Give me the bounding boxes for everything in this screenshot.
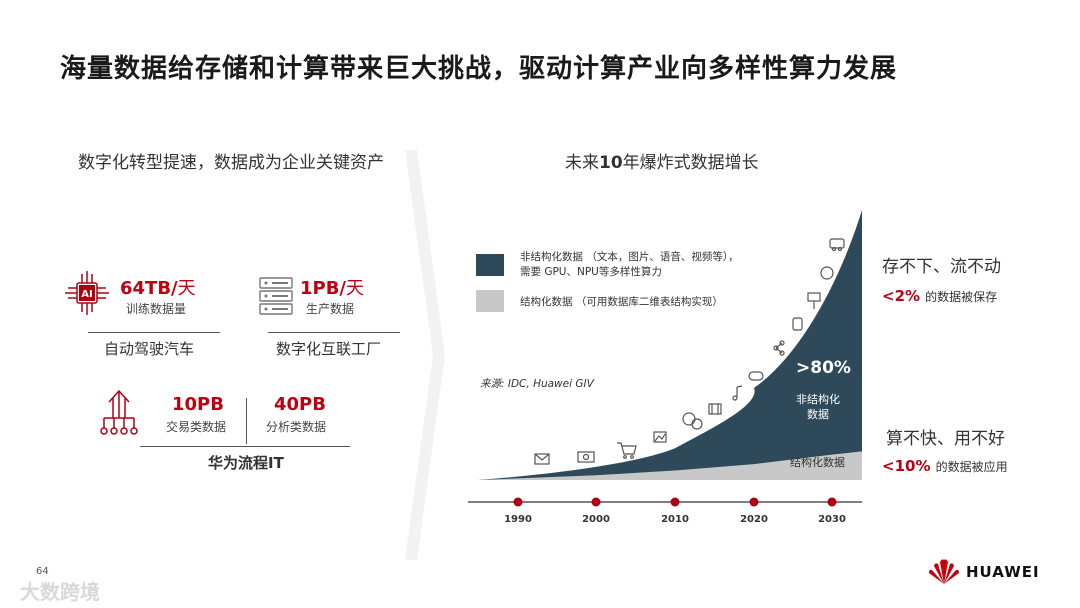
car-icon bbox=[829, 238, 845, 252]
timeline-year-2030: 2030 bbox=[818, 514, 846, 525]
timeline-year-2020: 2020 bbox=[740, 514, 768, 525]
area-structured-data bbox=[478, 451, 862, 480]
page-title: 海量数据给存储和计算带来巨大挑战，驱动计算产业向多样性算力发展 bbox=[60, 54, 898, 84]
robot-arm-icon bbox=[807, 292, 821, 309]
analytics-data-caption: 分析类数据 bbox=[266, 420, 327, 434]
film-icon bbox=[708, 403, 722, 415]
autonomous-vehicle-label: 自动驾驶汽车 bbox=[104, 340, 195, 358]
compute-challenge-heading: 算不快、用不好 bbox=[886, 429, 1005, 449]
it-divider-vertical bbox=[246, 398, 247, 444]
ai-chip-icon: AI bbox=[65, 271, 109, 315]
gamepad-icon bbox=[748, 371, 764, 381]
structured-area-label: 结构化数据 bbox=[790, 456, 845, 469]
shopping-cart-icon bbox=[617, 442, 637, 459]
legend-structured-swatch bbox=[476, 290, 504, 312]
music-note-icon bbox=[732, 385, 743, 401]
autonomous-underline bbox=[88, 332, 220, 333]
autonomous-data-caption: 训练数据量 bbox=[126, 302, 187, 316]
unstructured-share-value: >80% bbox=[796, 358, 851, 378]
storage-challenge-heading: 存不下、流不动 bbox=[882, 257, 1001, 277]
it-underline bbox=[140, 446, 350, 447]
data-source: 来源: IDC, Huawei GIV bbox=[480, 378, 594, 390]
digital-factory-label: 数字化互联工厂 bbox=[276, 340, 382, 358]
area-unstructured-data bbox=[478, 210, 862, 480]
timeline-year-1990: 1990 bbox=[504, 514, 532, 525]
upload-network-icon bbox=[100, 389, 138, 435]
hand-icon bbox=[792, 317, 803, 331]
autonomous-data-volume: 64TB/天 bbox=[120, 278, 196, 299]
timeline-marker-1990 bbox=[513, 497, 523, 507]
legend-unstructured-swatch bbox=[476, 254, 504, 276]
svg-text:AI: AI bbox=[81, 289, 92, 300]
page-number: 64 bbox=[36, 566, 49, 577]
timeline-marker-2010 bbox=[670, 497, 680, 507]
timeline-marker-2020 bbox=[749, 497, 759, 507]
envelope-icon bbox=[534, 453, 550, 465]
factory-data-volume: 1PB/天 bbox=[300, 278, 365, 299]
factory-underline bbox=[268, 332, 400, 333]
left-section-heading: 数字化转型提速，数据成为企业关键资产 bbox=[78, 153, 384, 173]
legend-structured-text: 结构化数据 （可用数据库二维表结构实现） bbox=[520, 296, 723, 308]
chevron-divider-icon bbox=[405, 150, 445, 560]
server-rack-icon bbox=[259, 277, 293, 315]
timeline-year-2010: 2010 bbox=[661, 514, 689, 525]
timeline-year-2000: 2000 bbox=[582, 514, 610, 525]
trade-data-caption: 交易类数据 bbox=[166, 420, 227, 434]
legend-unstructured-text: 非结构化数据 （文本，图片、语音、视频等）， 需要 GPU、NPU等多样性算力 bbox=[520, 251, 739, 278]
factory-data-caption: 生产数据 bbox=[306, 302, 355, 316]
face-icon bbox=[820, 266, 834, 280]
huawei-it-label: 华为流程IT bbox=[208, 454, 284, 472]
trade-data-volume: 10PB bbox=[172, 394, 224, 415]
huawei-logo-icon bbox=[929, 559, 959, 584]
watermark: 大数跨境 bbox=[20, 580, 100, 604]
right-section-heading: 未来10年爆炸式数据增长 bbox=[565, 153, 759, 173]
unstructured-area-label: 非结构化 数据 bbox=[796, 393, 840, 421]
analytics-data-volume: 40PB bbox=[274, 394, 326, 415]
picture-icon bbox=[653, 431, 667, 443]
compute-challenge-stat: <10% 的数据被应用 bbox=[882, 457, 1008, 475]
money-icon bbox=[577, 451, 595, 463]
chat-bubble-icon bbox=[682, 412, 703, 430]
share-icon bbox=[773, 340, 785, 356]
huawei-logo-text: HUAWEI bbox=[966, 563, 1040, 581]
storage-challenge-stat: <2% 的数据被保存 bbox=[882, 287, 998, 305]
timeline-marker-2030 bbox=[827, 497, 837, 507]
timeline-marker-2000 bbox=[591, 497, 601, 507]
